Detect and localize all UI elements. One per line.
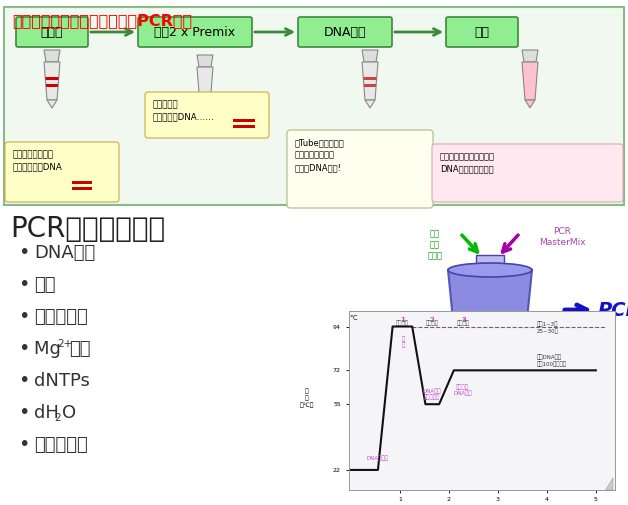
Text: 引物: 引物 (34, 276, 55, 294)
Text: 反应缓冲液: 反应缓冲液 (34, 308, 88, 326)
Polygon shape (605, 478, 613, 490)
Text: 低温退火: 低温退火 (425, 320, 438, 326)
FancyBboxPatch shape (432, 144, 623, 202)
Text: 即使混入了
环境来源的DNA……: 即使混入了 环境来源的DNA…… (153, 100, 215, 122)
Text: 实现了几乎无背景的高灵敏度PCR反应: 实现了几乎无背景的高灵敏度PCR反应 (12, 13, 192, 28)
Text: 在Tube管盖关闭状
态下使残存的微量
的污染DNA失活!: 在Tube管盖关闭状 态下使残存的微量 的污染DNA失活! (295, 138, 345, 172)
Polygon shape (46, 84, 58, 87)
Text: 酶精制: 酶精制 (41, 25, 63, 38)
Text: 除去宿主大肠杆菌
来源的基因组DNA: 除去宿主大肠杆菌 来源的基因组DNA (13, 150, 63, 172)
Polygon shape (200, 105, 210, 113)
Polygon shape (44, 62, 60, 100)
Polygon shape (197, 67, 213, 105)
Text: 配制2 x Premix: 配制2 x Premix (154, 25, 236, 38)
Text: DNA变性
与引物复性: DNA变性 与引物复性 (423, 388, 441, 400)
Polygon shape (522, 62, 538, 100)
Polygon shape (362, 62, 378, 100)
Text: 耐热聚合酶: 耐热聚合酶 (34, 436, 88, 454)
Text: 3: 3 (461, 317, 466, 323)
Polygon shape (522, 50, 538, 62)
Text: DNA失活: DNA失活 (324, 25, 366, 38)
Bar (72, 181, 92, 184)
Text: 2: 2 (54, 413, 61, 423)
Text: •: • (18, 403, 30, 423)
Bar (0, 205, 628, 505)
Text: 适温延伸: 适温延伸 (457, 320, 470, 326)
Text: DNA双螺旋: DNA双螺旋 (367, 455, 389, 461)
Text: DNA模板: DNA模板 (34, 244, 95, 262)
Polygon shape (47, 100, 57, 108)
Polygon shape (525, 100, 535, 108)
Polygon shape (448, 270, 532, 350)
Text: 1: 1 (400, 317, 405, 323)
Bar (476, 255, 504, 270)
Text: O: O (62, 404, 76, 422)
Polygon shape (364, 84, 376, 87)
Text: dH: dH (34, 404, 59, 422)
Ellipse shape (448, 263, 532, 277)
FancyBboxPatch shape (287, 130, 433, 208)
Text: 2+: 2+ (57, 339, 72, 349)
Text: 2: 2 (430, 317, 434, 323)
Text: 制品: 制品 (475, 25, 489, 38)
Text: •: • (18, 339, 30, 359)
Text: PCR标准反应体系: PCR标准反应体系 (10, 215, 165, 243)
Text: 溶液颜色呈淡粉色，证明
DNA进行了失活处理: 溶液颜色呈淡粉色，证明 DNA进行了失活处理 (440, 152, 495, 174)
Bar (233, 119, 255, 122)
Text: dNTPs: dNTPs (34, 372, 90, 390)
Text: 引物
模板
无菌水: 引物 模板 无菌水 (428, 229, 443, 261)
Text: PCR: PCR (598, 300, 628, 320)
FancyBboxPatch shape (138, 17, 252, 47)
Text: •: • (18, 435, 30, 454)
Polygon shape (363, 77, 377, 80)
Text: 重杴1~3步
25~30轮: 重杴1~3步 25~30轮 (537, 322, 559, 334)
Text: •: • (18, 308, 30, 327)
FancyBboxPatch shape (16, 17, 88, 47)
FancyBboxPatch shape (4, 7, 624, 205)
Text: 目的DNA片段
扩增100万倍以上: 目的DNA片段 扩增100万倍以上 (537, 355, 567, 367)
Text: 子链延伸
DNA加倍: 子链延伸 DNA加倍 (453, 384, 472, 396)
Text: ℃: ℃ (349, 315, 357, 321)
Text: •: • (18, 243, 30, 263)
FancyBboxPatch shape (298, 17, 392, 47)
FancyBboxPatch shape (5, 142, 119, 202)
FancyBboxPatch shape (446, 17, 518, 47)
Text: •: • (18, 276, 30, 294)
Polygon shape (44, 50, 60, 62)
Bar (72, 187, 92, 190)
Text: Mg: Mg (34, 340, 67, 358)
Polygon shape (362, 50, 378, 62)
Bar (233, 125, 255, 128)
Polygon shape (197, 55, 213, 67)
Text: 高温变性: 高温变性 (396, 320, 409, 326)
FancyBboxPatch shape (145, 92, 269, 138)
Text: 温
度
（℃）: 温 度 （℃） (300, 388, 314, 408)
Text: PCR
MasterMix: PCR MasterMix (539, 227, 585, 247)
Text: •: • (18, 372, 30, 390)
Text: 浓度: 浓度 (69, 340, 90, 358)
Text: 变
性: 变 性 (401, 336, 404, 348)
Polygon shape (365, 100, 375, 108)
Polygon shape (45, 77, 59, 80)
